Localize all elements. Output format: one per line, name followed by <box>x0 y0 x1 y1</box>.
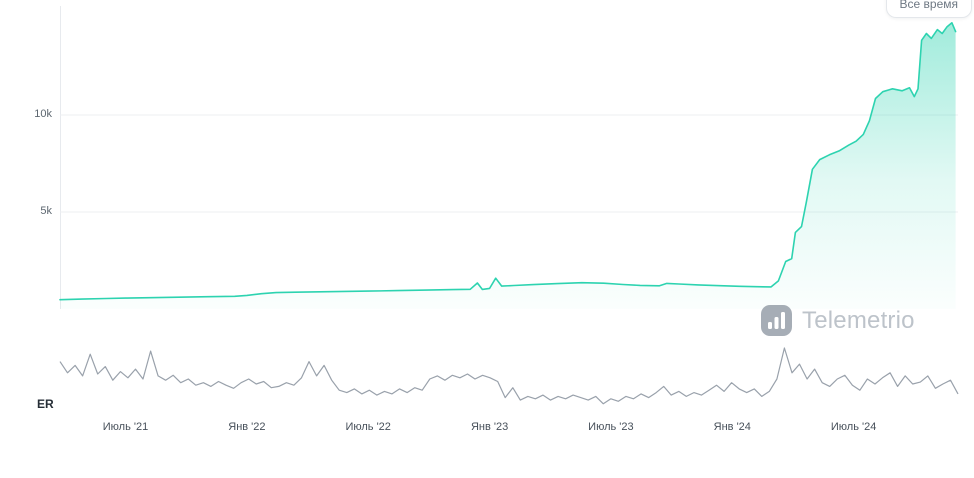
er-axis-label: ER <box>37 397 54 411</box>
telemetrio-logo-icon <box>761 305 792 336</box>
time-range-button[interactable]: Все время <box>885 0 972 19</box>
watermark: Telemetrio <box>760 304 915 337</box>
watermark-text: Telemetrio <box>802 306 915 334</box>
er-line <box>59 347 959 405</box>
subscribers-area <box>60 22 956 310</box>
subscribers-line <box>59 22 957 301</box>
